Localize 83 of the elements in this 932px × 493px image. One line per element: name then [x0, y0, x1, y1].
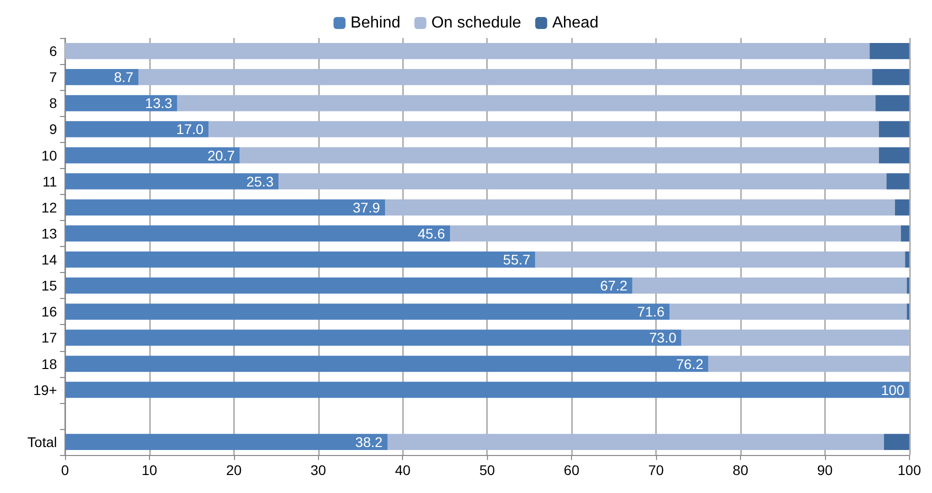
bar — [872, 69, 910, 86]
data-label: 67.2 — [600, 278, 628, 294]
data-label: 25.3 — [246, 173, 274, 190]
data-label: 100 — [880, 382, 905, 398]
data-label: 8.7 — [114, 69, 134, 86]
y-tick-label: 15 — [41, 278, 58, 294]
y-tick-label: 18 — [41, 356, 58, 372]
x-tick-label: 80 — [732, 462, 748, 478]
y-tick-label: Total — [27, 434, 57, 450]
bar — [65, 251, 536, 268]
bar — [388, 434, 884, 450]
data-label: 13.3 — [145, 95, 173, 112]
legend-label: Behind — [350, 14, 400, 32]
bar — [278, 173, 887, 190]
bar — [65, 42, 870, 60]
x-tick-label: 70 — [648, 462, 664, 478]
bar — [65, 304, 670, 320]
legend-label: On schedule — [431, 14, 522, 32]
data-label: 73.0 — [649, 330, 677, 346]
bar — [65, 95, 178, 112]
y-tick-label: 17 — [41, 330, 58, 346]
bar — [138, 69, 872, 86]
bar — [65, 225, 450, 242]
y-tick-label: 7 — [49, 69, 58, 86]
bar — [240, 147, 879, 164]
x-tick-label: 90 — [817, 462, 833, 478]
bar — [632, 278, 907, 294]
x-tick-label: 60 — [564, 462, 580, 478]
x-tick-label: 20 — [226, 462, 242, 478]
bar — [450, 225, 901, 242]
bar — [385, 199, 895, 216]
x-tick-label: 50 — [479, 462, 496, 478]
bar — [535, 251, 906, 268]
y-tick-label: 12 — [41, 199, 58, 216]
bar — [906, 304, 910, 320]
x-tick-label: 30 — [310, 462, 326, 478]
bar — [870, 42, 910, 60]
bar — [905, 251, 910, 268]
data-label: 45.6 — [418, 225, 446, 242]
bar — [670, 304, 907, 320]
bar — [65, 121, 209, 138]
y-tick-label: 10 — [41, 147, 58, 164]
x-tick-label: 10 — [142, 462, 158, 478]
bar — [65, 356, 708, 372]
x-tick-label: 0 — [61, 462, 70, 478]
y-tick-label: 9 — [49, 121, 58, 138]
y-tick-label: 19+ — [33, 382, 57, 398]
x-tick-label: 100 — [898, 462, 922, 478]
bar — [65, 173, 279, 190]
bar — [876, 95, 910, 112]
y-tick-label: 16 — [41, 304, 58, 320]
y-tick-label: 11 — [42, 173, 58, 190]
bar — [906, 278, 910, 294]
bar — [65, 69, 138, 86]
bar — [878, 147, 910, 164]
x-tick-label: 40 — [394, 462, 411, 478]
bar — [65, 147, 240, 164]
y-tick-label: 8 — [49, 95, 58, 112]
bar — [65, 434, 388, 450]
data-label: 76.2 — [676, 356, 704, 372]
bar — [884, 434, 910, 450]
bar — [65, 199, 385, 216]
bar — [886, 173, 910, 190]
y-tick-label: 14 — [41, 252, 58, 268]
bar — [878, 121, 910, 138]
data-label: 20.7 — [208, 147, 235, 164]
data-label: 38.2 — [355, 434, 383, 450]
bar — [65, 330, 682, 346]
legend-label: Ahead — [552, 14, 598, 32]
bar — [894, 199, 910, 216]
y-tick-label: 6 — [49, 43, 58, 60]
bar — [900, 225, 910, 242]
bar — [208, 121, 879, 138]
data-label: 17.0 — [176, 121, 204, 138]
bar — [177, 95, 876, 112]
bar — [708, 356, 910, 372]
data-label: 71.6 — [637, 304, 665, 320]
data-label: 37.9 — [352, 199, 380, 216]
y-tick-label: 13 — [41, 225, 58, 242]
bar — [65, 382, 910, 398]
bar — [681, 330, 910, 346]
data-label: 55.7 — [503, 252, 530, 268]
bar — [65, 278, 632, 294]
